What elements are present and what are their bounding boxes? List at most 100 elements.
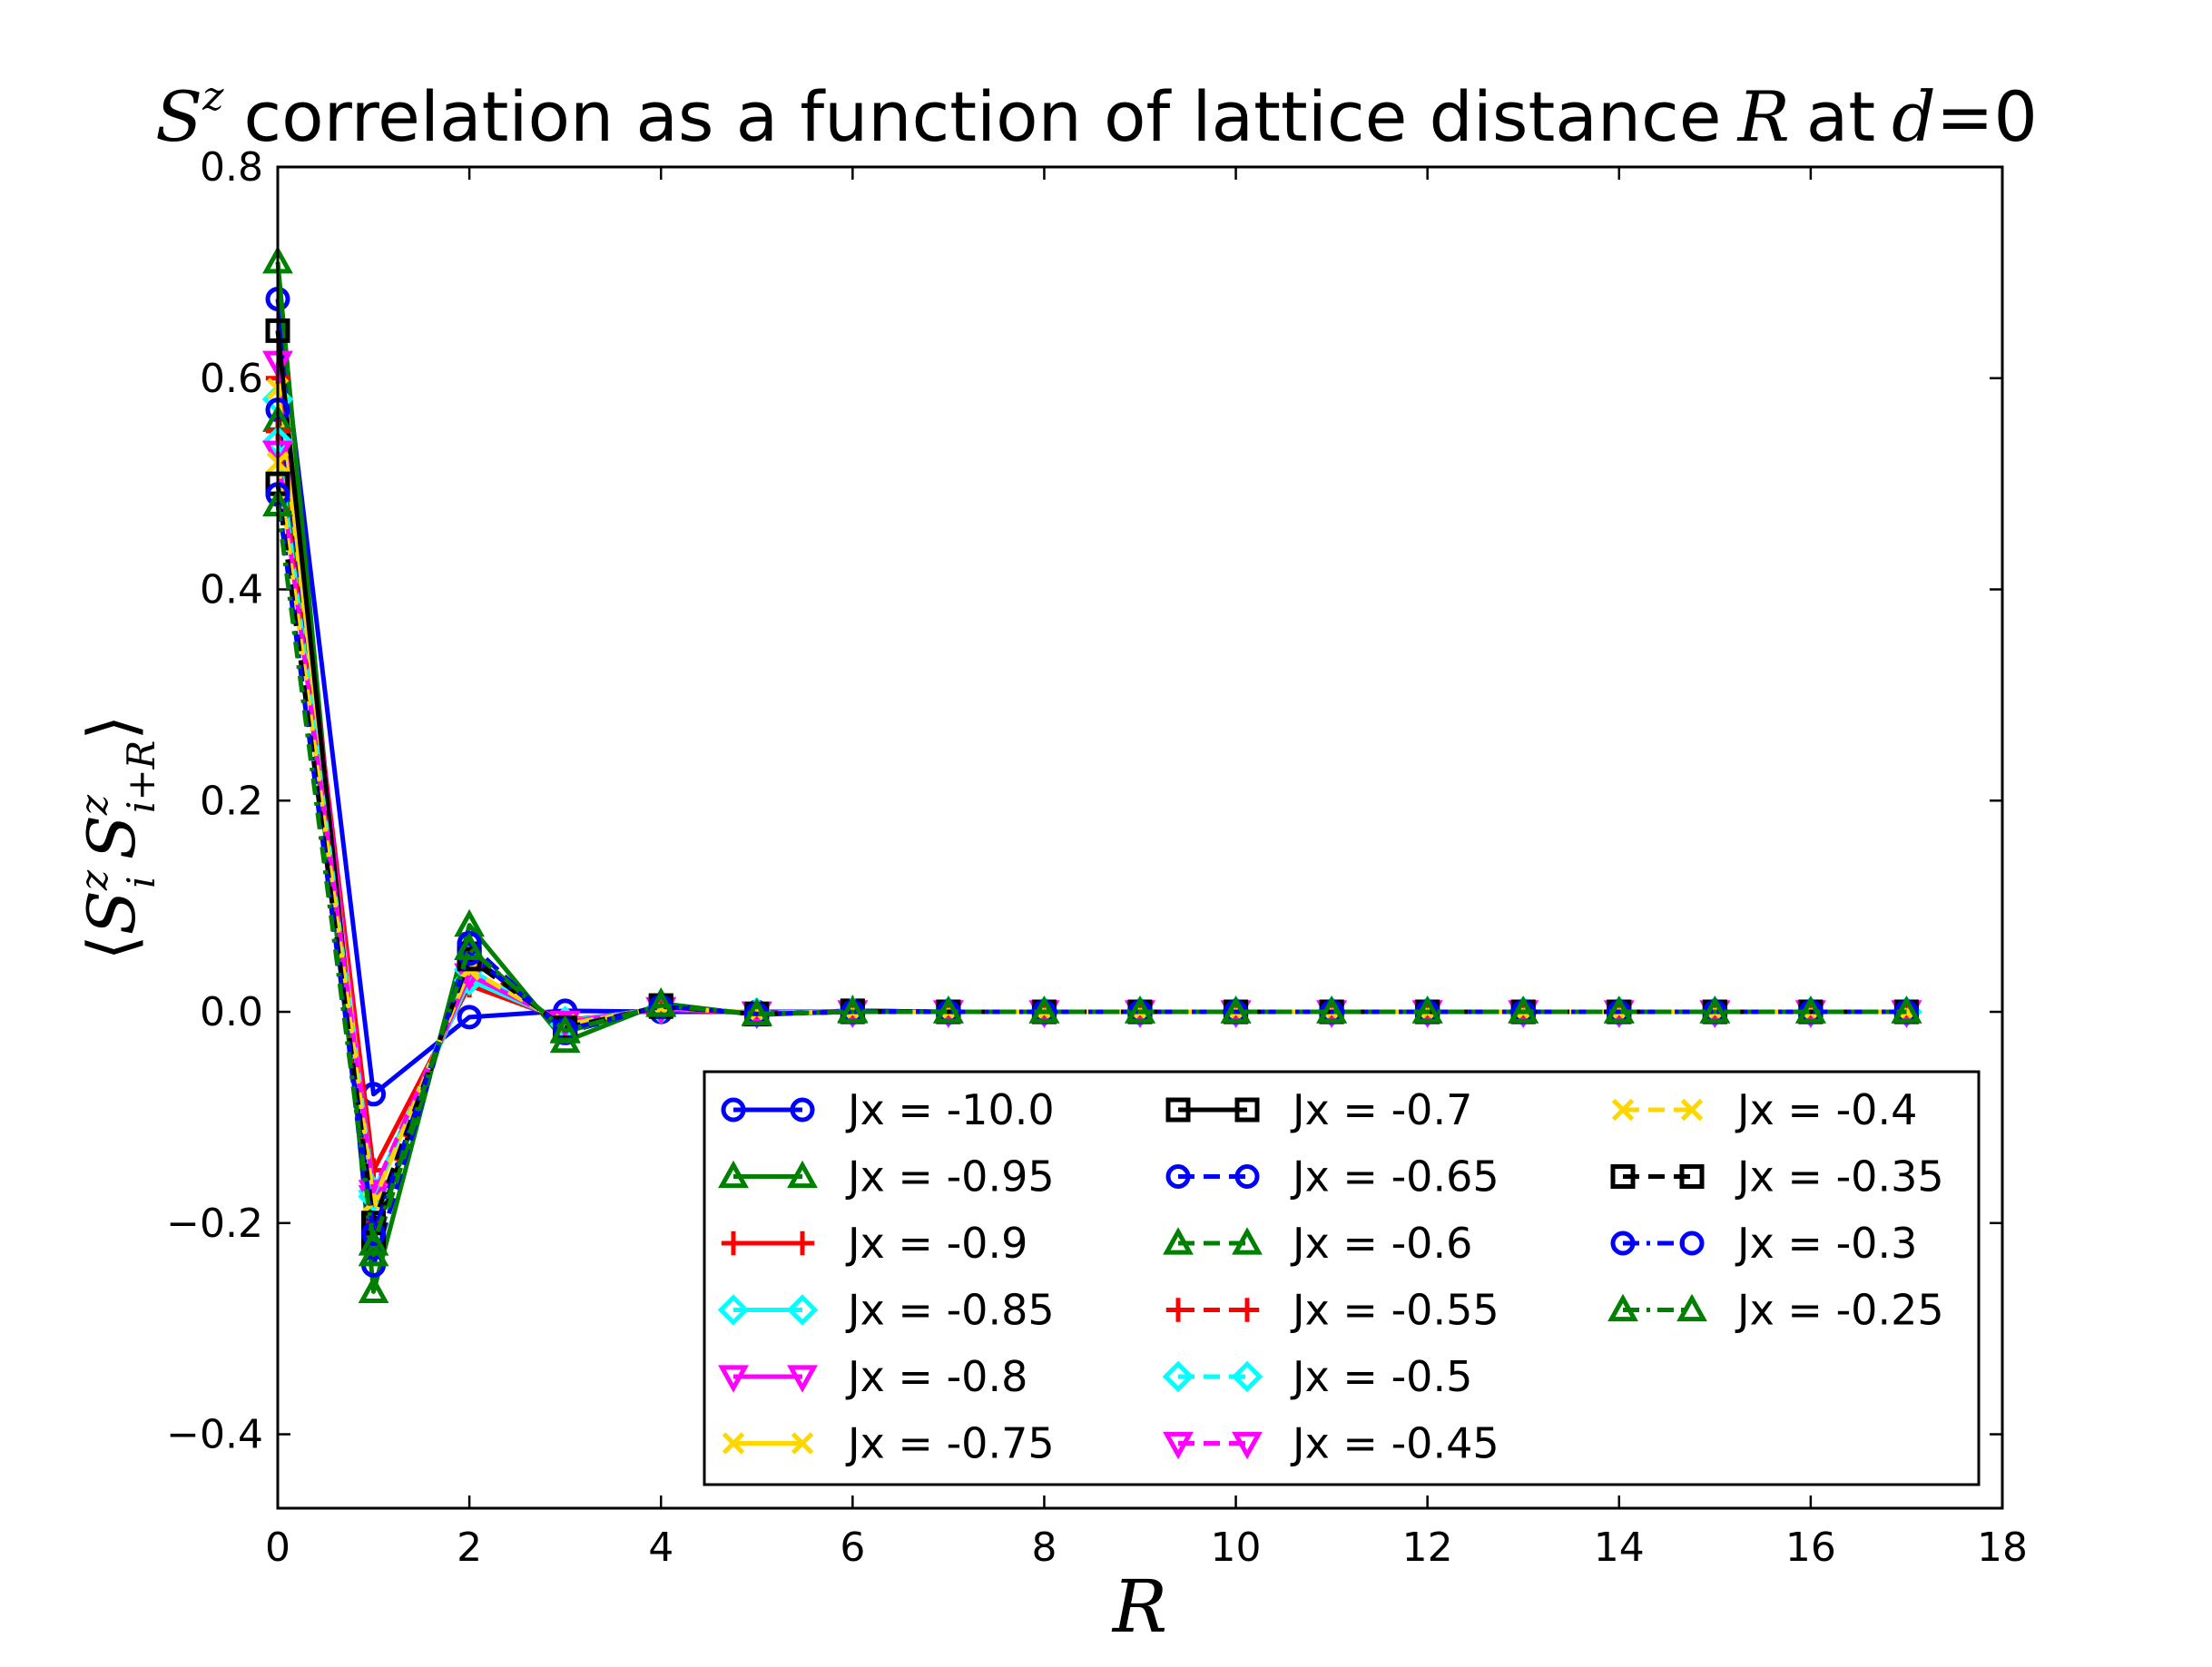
legend-marker: [721, 1231, 746, 1256]
legend-marker: [1234, 1097, 1260, 1123]
x-tick-label: 2: [457, 1525, 482, 1571]
data-point: [1794, 995, 1826, 1024]
legend-label: Jx = -0.35: [1735, 1152, 1944, 1201]
y-axis-label: ⟨SziSzi+R⟩: [72, 715, 163, 961]
legend-label: Jx = -0.9: [845, 1219, 1027, 1268]
legend-marker: [1165, 1298, 1191, 1322]
x-tick-label: 8: [1031, 1525, 1057, 1571]
data-point: [1699, 995, 1731, 1024]
x-tick-label: 12: [1402, 1525, 1453, 1571]
legend-entry: Jx = -0.4: [1611, 1085, 1917, 1134]
y-label-a: S: [74, 890, 150, 935]
legend-label: Jx = -0.7: [1290, 1085, 1472, 1134]
legend-marker: [1680, 1098, 1704, 1122]
data-point: [454, 932, 486, 960]
legend-marker: [1165, 1164, 1191, 1189]
series-15: [262, 488, 1922, 1256]
legend-entry: Jx = -10.0: [721, 1085, 1055, 1134]
legend-entry: Jx = -0.6: [1163, 1219, 1472, 1268]
title-variable: R: [1736, 76, 1790, 157]
data-point: [837, 995, 869, 1024]
legend-marker: [1607, 1293, 1638, 1322]
legend-marker: [1232, 1227, 1263, 1255]
x-tick-label: 14: [1594, 1525, 1645, 1571]
x-tick-label: 16: [1785, 1525, 1836, 1571]
data-point: [1220, 995, 1252, 1024]
legend-marker: [1234, 1298, 1260, 1322]
legend-label: Jx = -0.75: [845, 1419, 1055, 1468]
legend-marker: [787, 1160, 818, 1189]
legend-marker: [1679, 1231, 1705, 1256]
x-axis-label: R: [1111, 1564, 1167, 1649]
title-condition-eq: =: [1936, 76, 1994, 157]
legend-label: Jx = -0.85: [845, 1286, 1055, 1335]
data-point: [358, 1228, 389, 1256]
legend-entry: Jx = -0.7: [1165, 1085, 1472, 1134]
plot-frame: [276, 165, 2004, 1510]
legend-marker: [1611, 1098, 1635, 1122]
data-point: [1125, 995, 1155, 1024]
legend-marker: [1676, 1293, 1707, 1322]
legend-box: [703, 1070, 1981, 1486]
title-text-1: correlation as a function of lattice dis…: [243, 76, 1721, 157]
legend-label: Jx = -0.3: [1735, 1219, 1917, 1268]
legend-marker: [1234, 1164, 1260, 1189]
legend-marker: [790, 1231, 815, 1256]
legend-marker: [787, 1365, 818, 1393]
x-tick-label: 10: [1211, 1525, 1262, 1571]
data-point: [932, 995, 964, 1024]
legend-label: Jx = -10.0: [845, 1085, 1055, 1134]
legend-marker: [1231, 1360, 1263, 1393]
legend-label: Jx = -0.65: [1290, 1152, 1499, 1201]
data-point: [741, 997, 772, 1025]
title-condition-var: d: [1892, 76, 1936, 157]
y-tick-label: 0.4: [200, 567, 263, 613]
legend-label: Jx = -0.95: [845, 1152, 1055, 1201]
data-point: [358, 1275, 389, 1304]
legend-marker: [1232, 1431, 1263, 1460]
legend-marker: [1610, 1231, 1636, 1256]
legend-marker: [721, 1097, 746, 1123]
legend-marker: [718, 1160, 749, 1189]
legend-marker: [1610, 1164, 1636, 1189]
legend-marker: [1162, 1360, 1194, 1393]
series-layer: [261, 245, 1922, 1304]
legend-entry: Jx = -0.85: [717, 1286, 1055, 1335]
x-tick-label: 18: [1977, 1525, 2028, 1571]
legend-marker: [1163, 1227, 1194, 1255]
series-line: [275, 505, 1907, 1247]
y-tick-label: 0.0: [200, 989, 263, 1035]
legend-label: Jx = -0.4: [1735, 1085, 1917, 1134]
legend-marker: [1163, 1431, 1194, 1460]
y-label-b-sub: i+R: [119, 740, 163, 813]
legend-marker: [791, 1432, 814, 1455]
y-label-a-sub: i: [119, 876, 163, 887]
title-text-2: at: [1806, 76, 1875, 157]
y-label-b: S: [74, 815, 150, 859]
legend-marker: [718, 1365, 749, 1393]
data-point: [645, 989, 677, 1017]
axis-ticks: 0 2 4 6 8 10 12 14 16 18 −0.4 −0.2 0.0 0.2 0.4 0.6 0.8: [166, 144, 2028, 1571]
legend-label: Jx = -0.55: [1290, 1286, 1499, 1335]
data-point: [1316, 995, 1348, 1024]
legend-label: Jx = -0.6: [1290, 1219, 1472, 1268]
x-tick-label: 6: [840, 1525, 865, 1571]
data-point: [457, 1005, 482, 1030]
legend-marker: [790, 1097, 815, 1123]
data-point: [1508, 995, 1539, 1024]
legend-entry: Jx = -0.25: [1607, 1286, 1944, 1335]
x-tick-label: 4: [648, 1525, 673, 1571]
legend-label: Jx = -0.8: [845, 1352, 1027, 1401]
title-symbol: S: [155, 76, 202, 157]
data-point: [549, 1015, 581, 1043]
legend: Jx = -10.0 Jx = -0.95 Jx = -0.9 Jx = -0.85 J…: [703, 1070, 1981, 1486]
y-tick-label: 0.6: [200, 356, 263, 402]
legend-marker: [717, 1294, 750, 1326]
legend-label: Jx = -0.45: [1290, 1419, 1499, 1468]
legend-entry: Jx = -0.9: [721, 1219, 1027, 1268]
data-point: [361, 1221, 387, 1246]
legend-entry: Jx = -0.35: [1610, 1152, 1944, 1201]
y-tick-label: 0.2: [200, 778, 263, 824]
legend-marker: [1165, 1097, 1191, 1123]
